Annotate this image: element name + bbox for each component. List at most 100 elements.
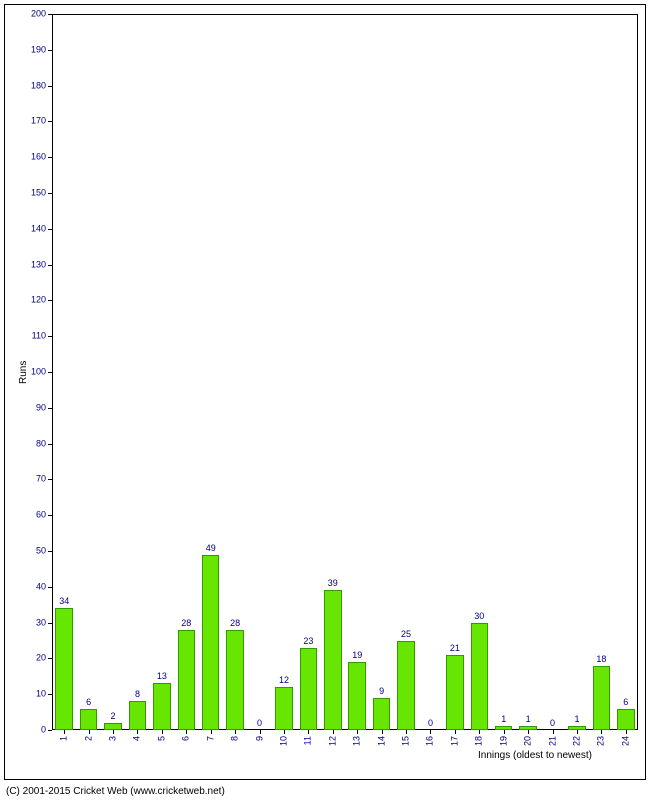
- y-tick: [48, 121, 52, 122]
- y-tick-label: 100: [24, 368, 46, 377]
- chart-frame: Runs Innings (oldest to newest) (C) 2001…: [0, 0, 650, 800]
- x-tick-label: 24: [621, 736, 630, 746]
- bar-value-label: 18: [596, 655, 606, 664]
- x-tick-label: 14: [377, 736, 386, 746]
- y-tick: [48, 551, 52, 552]
- x-tick-label: 22: [572, 736, 581, 746]
- x-tick: [211, 730, 212, 734]
- x-tick-label: 19: [499, 736, 508, 746]
- y-tick-label: 190: [24, 45, 46, 54]
- bar-value-label: 39: [328, 579, 338, 588]
- bar-value-label: 21: [450, 644, 460, 653]
- y-tick: [48, 479, 52, 480]
- x-tick-label: 17: [450, 736, 459, 746]
- y-tick-label: 30: [24, 618, 46, 627]
- x-tick-label: 9: [255, 736, 264, 741]
- x-tick-label: 12: [328, 736, 337, 746]
- bar-value-label: 6: [86, 698, 91, 707]
- x-tick-label: 18: [475, 736, 484, 746]
- bar-value-label: 13: [157, 672, 167, 681]
- y-tick: [48, 86, 52, 87]
- bar: [324, 590, 342, 730]
- y-tick-label: 120: [24, 296, 46, 305]
- y-tick-label: 150: [24, 189, 46, 198]
- y-tick-label: 10: [24, 690, 46, 699]
- y-tick: [48, 408, 52, 409]
- x-tick-label: 15: [402, 736, 411, 746]
- x-axis-label: Innings (oldest to newest): [478, 750, 592, 761]
- y-tick-label: 170: [24, 117, 46, 126]
- bar: [397, 641, 415, 731]
- x-tick: [382, 730, 383, 734]
- x-tick: [626, 730, 627, 734]
- bar: [593, 666, 611, 730]
- y-tick: [48, 300, 52, 301]
- y-tick: [48, 694, 52, 695]
- x-tick: [89, 730, 90, 734]
- x-tick: [553, 730, 554, 734]
- x-tick: [235, 730, 236, 734]
- bar: [226, 630, 244, 730]
- x-tick: [137, 730, 138, 734]
- y-tick-label: 140: [24, 224, 46, 233]
- x-tick: [357, 730, 358, 734]
- bar: [80, 709, 98, 730]
- y-tick-label: 50: [24, 547, 46, 556]
- x-tick: [430, 730, 431, 734]
- x-tick-label: 2: [84, 736, 93, 741]
- y-tick: [48, 229, 52, 230]
- y-tick: [48, 193, 52, 194]
- bar-value-label: 1: [501, 715, 506, 724]
- x-tick: [479, 730, 480, 734]
- y-tick: [48, 157, 52, 158]
- x-tick-label: 1: [60, 736, 69, 741]
- x-tick: [162, 730, 163, 734]
- y-tick-label: 180: [24, 81, 46, 90]
- bar: [153, 683, 171, 730]
- y-tick: [48, 730, 52, 731]
- y-tick: [48, 50, 52, 51]
- x-tick: [113, 730, 114, 734]
- bar: [104, 723, 122, 730]
- y-tick: [48, 14, 52, 15]
- bar-value-label: 25: [401, 630, 411, 639]
- bar: [202, 555, 220, 730]
- x-tick-label: 5: [157, 736, 166, 741]
- bar-value-label: 1: [526, 715, 531, 724]
- bar: [617, 709, 635, 730]
- x-tick: [528, 730, 529, 734]
- x-tick-label: 8: [231, 736, 240, 741]
- x-tick: [601, 730, 602, 734]
- bar: [178, 630, 196, 730]
- bar-value-label: 30: [474, 612, 484, 621]
- x-tick: [260, 730, 261, 734]
- x-tick-label: 13: [353, 736, 362, 746]
- bar: [471, 623, 489, 730]
- bar-value-label: 6: [623, 698, 628, 707]
- x-tick-label: 10: [279, 736, 288, 746]
- x-tick-label: 4: [133, 736, 142, 741]
- x-tick: [333, 730, 334, 734]
- bar: [373, 698, 391, 730]
- x-tick-label: 21: [548, 736, 557, 746]
- x-tick-label: 11: [304, 736, 313, 745]
- y-tick-label: 160: [24, 153, 46, 162]
- x-tick: [577, 730, 578, 734]
- x-tick: [284, 730, 285, 734]
- x-tick-label: 16: [426, 736, 435, 746]
- bar-value-label: 34: [59, 597, 69, 606]
- x-tick-label: 3: [109, 736, 118, 741]
- y-tick-label: 70: [24, 475, 46, 484]
- y-tick: [48, 336, 52, 337]
- bar: [55, 608, 73, 730]
- y-tick: [48, 265, 52, 266]
- bar-value-label: 0: [550, 719, 555, 728]
- y-tick: [48, 587, 52, 588]
- y-tick: [48, 658, 52, 659]
- y-tick-label: 40: [24, 582, 46, 591]
- bar-value-label: 28: [230, 619, 240, 628]
- y-tick-label: 200: [24, 10, 46, 19]
- y-tick-label: 110: [24, 332, 46, 341]
- y-tick-label: 130: [24, 260, 46, 269]
- bar-value-label: 28: [181, 619, 191, 628]
